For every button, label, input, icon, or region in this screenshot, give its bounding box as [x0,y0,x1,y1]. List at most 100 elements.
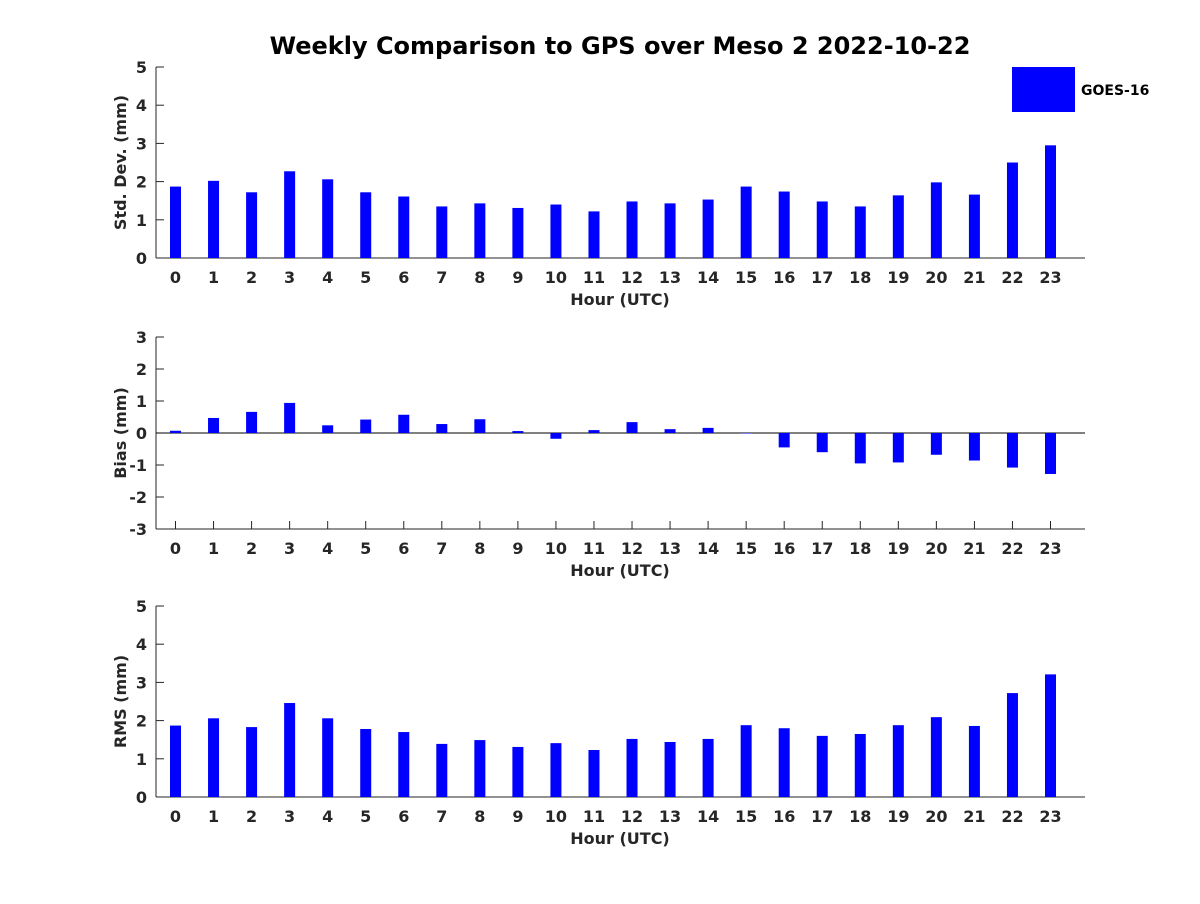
bar-bias-5 [360,419,372,433]
x-tick-label: 11 [583,807,605,826]
y-tick-label: -2 [129,488,147,507]
x-tick-label: 19 [887,539,909,558]
x-tick-label: 23 [1039,268,1061,287]
x-axis-label: Hour (UTC) [570,829,670,848]
bar-rms-15 [740,725,752,797]
bar-bias-23 [1045,433,1056,474]
bar-std-dev-13 [664,203,676,258]
x-tick-label: 5 [360,539,371,558]
bar-rms-4 [322,718,334,797]
legend: GOES-16 [1012,67,1149,112]
x-tick-label: 2 [246,268,257,287]
chart-title: Weekly Comparison to GPS over Meso 2 202… [270,32,971,60]
bar-std-dev-14 [702,199,714,258]
bar-std-dev-0 [170,186,181,258]
x-tick-label: 1 [208,539,219,558]
x-tick-label: 16 [773,539,795,558]
bar-rms-12 [626,738,638,797]
x-tick-label: 21 [963,539,985,558]
bar-bias-10 [550,433,562,439]
bar-std-dev-3 [284,171,296,258]
x-tick-label: 18 [849,807,871,826]
bar-rms-22 [1006,693,1018,797]
x-tick-label: 21 [963,807,985,826]
x-tick-label: 22 [1001,807,1023,826]
y-tick-label: 0 [136,424,147,443]
y-tick-label: 4 [136,96,147,115]
x-tick-label: 3 [284,268,295,287]
x-tick-label: 9 [512,807,523,826]
bar-std-dev-11 [588,211,600,258]
bar-bias-14 [702,427,714,433]
x-tick-label: 8 [474,268,485,287]
bar-rms-8 [474,740,486,797]
bar-rms-23 [1045,674,1056,797]
x-tick-label: 6 [398,268,409,287]
bar-rms-11 [588,750,600,797]
x-tick-label: 19 [887,268,909,287]
bar-rms-20 [930,717,942,797]
y-axis-label: RMS (mm) [111,655,130,748]
bar-std-dev-21 [968,194,980,258]
x-tick-label: 15 [735,539,757,558]
bar-rms-10 [550,743,562,797]
x-tick-label: 2 [246,539,257,558]
bar-std-dev-8 [474,203,486,258]
y-tick-label: 4 [136,635,147,654]
x-tick-label: 17 [811,268,833,287]
bar-std-dev-6 [398,196,410,258]
x-tick-label: 23 [1039,539,1061,558]
y-tick-label: 0 [136,249,147,268]
x-tick-label: 17 [811,539,833,558]
bar-bias-12 [626,422,638,433]
bar-rms-13 [664,741,676,797]
bar-std-dev-9 [512,207,524,258]
y-tick-label: 5 [136,58,147,77]
x-tick-label: 0 [170,539,181,558]
x-tick-label: 18 [849,539,871,558]
x-tick-label: 16 [773,268,795,287]
x-tick-label: 13 [659,807,681,826]
x-tick-label: 3 [284,807,295,826]
x-tick-label: 16 [773,807,795,826]
y-tick-label: -3 [129,520,147,539]
legend-label: GOES-16 [1081,83,1149,99]
bar-std-dev-23 [1045,145,1056,258]
x-tick-label: 5 [360,807,371,826]
x-tick-label: 9 [512,268,523,287]
bar-std-dev-7 [436,206,448,258]
x-tick-label: 5 [360,268,371,287]
bar-bias-20 [930,433,942,455]
x-tick-label: 11 [583,268,605,287]
bar-bias-21 [968,433,980,461]
x-tick-label: 6 [398,539,409,558]
y-tick-label: 0 [136,788,147,807]
bar-bias-0 [170,430,181,433]
y-tick-label: 3 [136,328,147,347]
y-tick-label: 1 [136,392,147,411]
y-tick-label: 1 [136,211,147,230]
x-tick-label: 4 [322,268,333,287]
x-tick-label: 12 [621,268,643,287]
x-tick-label: 6 [398,807,409,826]
bar-std-dev-19 [892,195,904,258]
x-tick-label: 7 [436,268,447,287]
bar-bias-7 [436,424,448,433]
x-tick-label: 13 [659,268,681,287]
bar-bias-11 [588,430,600,433]
x-tick-label: 15 [735,268,757,287]
bar-bias-3 [284,402,296,433]
x-tick-label: 12 [621,539,643,558]
y-tick-label: 1 [136,750,147,769]
y-tick-label: 2 [136,360,147,379]
bar-bias-1 [208,417,220,433]
bar-rms-14 [702,738,714,797]
bar-bias-4 [322,425,334,433]
x-tick-label: 1 [208,807,219,826]
x-tick-label: 8 [474,807,485,826]
x-tick-label: 4 [322,539,333,558]
